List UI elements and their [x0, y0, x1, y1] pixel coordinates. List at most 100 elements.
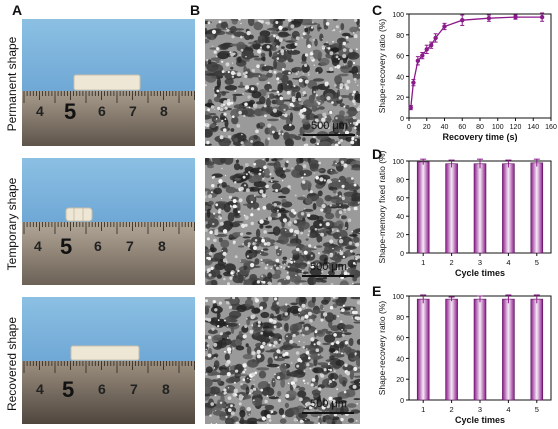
x-tick-label: 5 [535, 258, 539, 267]
photo-recovered-shape: 4 5 6 7 8 [22, 297, 195, 424]
bar [416, 298, 430, 401]
scale-bar [302, 412, 354, 414]
data-point [513, 14, 518, 20]
ruler-num-8: 8 [162, 381, 170, 397]
x-tick-label: 80 [476, 124, 484, 131]
ruler-num-6: 6 [98, 103, 106, 119]
y-tick-label: 40 [396, 356, 404, 363]
data-point [415, 58, 421, 63]
x-tick-label: 0 [407, 124, 411, 131]
panel-label-a: A [12, 2, 23, 18]
sem-image-temporary: 500 μm [205, 158, 360, 285]
scale-bar-label: 500 μm [310, 398, 347, 410]
data-point [411, 80, 416, 85]
bar [530, 298, 544, 401]
x-axis-label: Cycle times [455, 415, 505, 425]
panel-label-c: C [372, 2, 383, 18]
ruler-ticks [23, 222, 195, 234]
data-point [424, 47, 429, 52]
y-axis-label-fixed: Shape-memory fixed ratio (%) [377, 150, 387, 263]
ruler-num-4: 4 [36, 381, 44, 397]
y-tick-label: 100 [392, 12, 404, 19]
sample-strip [70, 345, 140, 361]
data-point [539, 14, 545, 20]
x-tick-label: 160 [545, 124, 557, 131]
x-tick-label: 4 [506, 258, 510, 267]
x-tick-label: 4 [506, 405, 510, 414]
y-tick-label: 80 [396, 177, 404, 184]
scale-bar [303, 134, 355, 136]
ruler-num-4: 4 [36, 103, 44, 119]
y-tick-label: 80 [396, 33, 404, 40]
photo-temporary-shape: 4 5 6 7 8 [22, 158, 195, 285]
data-point [442, 24, 447, 29]
y-tick-label: 100 [392, 159, 404, 166]
y-tick-label: 40 [396, 74, 404, 81]
ruler-num-6: 6 [94, 238, 102, 254]
y-tick-label: 60 [396, 336, 404, 343]
ruler-ticks [23, 91, 195, 103]
row-label-recovered: Recovered shape [5, 316, 19, 412]
sample-strip [73, 74, 141, 91]
ruler-num-7: 7 [126, 238, 134, 254]
y-axis-label-recovery: Shape-recovery ratio (%) [377, 301, 387, 396]
x-tick-label: 20 [423, 124, 431, 131]
y-axis-label: Shape-recovery ratio (%) [377, 19, 387, 114]
x-tick-label: 5 [535, 405, 539, 414]
y-tick-label: 20 [396, 233, 404, 240]
row-label-temporary: Temporary shape [5, 177, 19, 271]
ruler-num-8: 8 [158, 238, 166, 254]
data-point [486, 15, 492, 21]
data-point [433, 35, 438, 41]
series-line [410, 16, 543, 108]
bar [445, 298, 458, 401]
ruler-num-4: 4 [34, 238, 42, 254]
x-tick-label: 3 [478, 258, 482, 267]
scale-bar-label: 500 μm [311, 120, 348, 132]
y-tick-label: 0 [400, 251, 404, 258]
ruler-num-6: 6 [98, 381, 106, 397]
photo-permanent-shape: 4 5 6 7 8 [22, 19, 195, 146]
x-axis-label: Recovery time (s) [442, 132, 517, 142]
sample-compressed [65, 207, 93, 222]
row-label-permanent: Permanent shape [5, 36, 19, 132]
ruler-num-5: 5 [60, 234, 73, 259]
bar [416, 161, 430, 254]
x-tick-label: 40 [441, 124, 449, 131]
ruler-numbers: 4 5 6 7 8 [22, 234, 195, 268]
ruler-num-8: 8 [160, 103, 168, 119]
scale-bar-label: 500 μm [310, 261, 347, 273]
bar [530, 162, 544, 254]
x-tick-label: 2 [450, 258, 454, 267]
y-tick-label: 100 [392, 294, 404, 301]
ruler-num-7: 7 [130, 381, 138, 397]
panel-label-e: E [372, 283, 382, 299]
bar [473, 298, 487, 401]
bar [473, 163, 487, 254]
x-tick-label: 1 [421, 405, 425, 414]
x-tick-label: 100 [492, 124, 504, 131]
scale-bar [302, 275, 354, 277]
data-point [460, 18, 465, 23]
x-tick-label: 2 [450, 405, 454, 414]
ruler-num-5: 5 [62, 377, 75, 402]
bar [502, 298, 515, 401]
data-point [428, 43, 434, 48]
y-tick-label: 0 [400, 116, 404, 123]
y-tick-label: 20 [396, 377, 404, 384]
y-tick-label: 60 [396, 54, 404, 61]
panel-label-d: D [372, 146, 383, 162]
ruler-num-7: 7 [129, 103, 137, 119]
x-tick-label: 1 [421, 258, 425, 267]
x-tick-label: 140 [527, 124, 539, 131]
ruler-num-5: 5 [64, 99, 77, 124]
plot-frame [408, 13, 552, 119]
x-tick-label: 120 [510, 124, 522, 131]
ruler-numbers: 4 5 6 7 8 [22, 99, 195, 133]
ruler-numbers: 4 5 6 7 8 [22, 377, 195, 411]
bar [502, 163, 515, 254]
y-tick-label: 80 [396, 315, 404, 322]
sem-image-recovered: 500 μm [205, 297, 360, 424]
x-tick-label: 3 [478, 405, 482, 414]
